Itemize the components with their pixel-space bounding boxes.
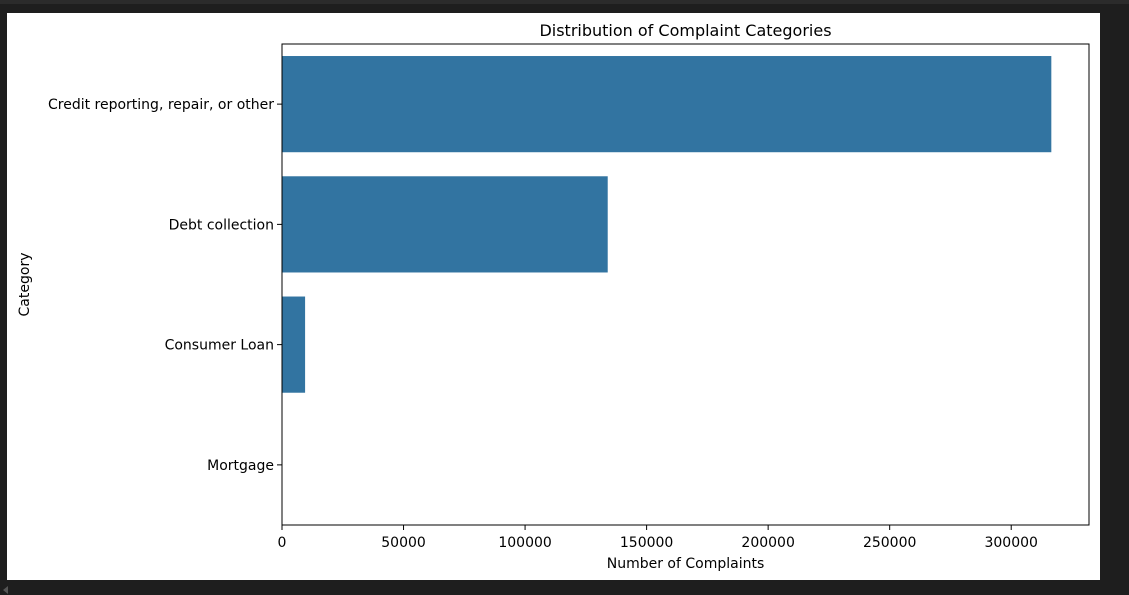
x-axis-label: Number of Complaints — [607, 556, 765, 572]
x-tick-label: 250000 — [863, 535, 916, 551]
x-tick-label: 50000 — [381, 535, 426, 551]
chart-figure: Distribution of Complaint Categories 0 50… — [7, 13, 1100, 580]
y-axis-label: Category — [17, 253, 33, 317]
x-tick-label: 300000 — [984, 535, 1037, 551]
x-ticks-group: 0 50000 100000 150000 200000 250000 300000 — [278, 525, 1038, 551]
bar-1 — [282, 176, 608, 273]
x-tick-label: 0 — [278, 535, 287, 551]
y-tick-label: Debt collection — [169, 217, 274, 233]
bar-0 — [282, 56, 1052, 153]
x-tick-label: 100000 — [498, 535, 551, 551]
top-window-strip — [0, 0, 1129, 4]
plot-frame — [281, 43, 1090, 526]
chart-title: Distribution of Complaint Categories — [539, 21, 831, 40]
scroll-left-icon[interactable] — [0, 584, 10, 595]
y-tick-label: Consumer Loan — [165, 338, 274, 354]
x-tick-label: 200000 — [741, 535, 794, 551]
bars-group — [282, 56, 1052, 393]
x-tick-label: 150000 — [620, 535, 673, 551]
y-tick-label: Credit reporting, repair, or other — [48, 97, 274, 113]
bar-2 — [282, 296, 306, 393]
y-ticks-group: Credit reporting, repair, or other Debt c… — [48, 97, 282, 474]
bar-chart: Distribution of Complaint Categories 0 50… — [17, 21, 1090, 572]
y-tick-label: Mortgage — [207, 458, 274, 474]
